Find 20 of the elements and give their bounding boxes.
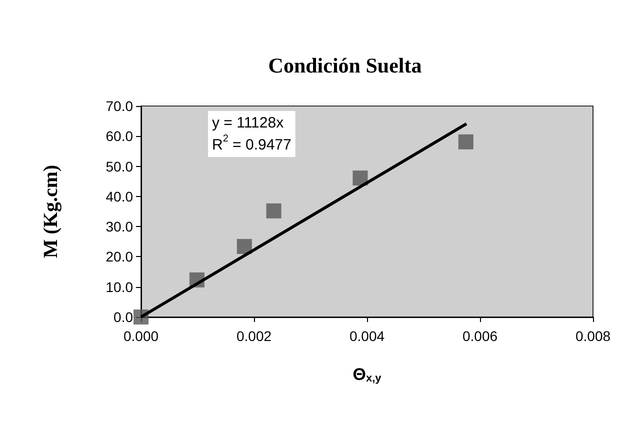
point <box>236 238 252 254</box>
y-tick-label: 70.0 <box>106 98 134 114</box>
y-tick-label: 30.0 <box>106 218 134 235</box>
x-tick-label: 0.000 <box>123 328 159 344</box>
y-tick-label: 0.0 <box>114 309 134 325</box>
point <box>352 170 368 186</box>
x-tick-label: 0.002 <box>236 328 272 344</box>
y-tick-label: 50.0 <box>106 158 134 174</box>
y-axis-title: M (Kg.cm) <box>40 164 62 258</box>
point <box>266 203 282 218</box>
annotation: y = 11128x <box>212 114 284 132</box>
x-tick-label: 0.006 <box>462 328 498 344</box>
y-tick-label: 10.0 <box>106 278 134 295</box>
point <box>458 134 474 150</box>
x-tick-label: 0.008 <box>575 328 611 344</box>
y-tick-label: 40.0 <box>106 188 134 204</box>
x-tick-label: 0.004 <box>349 328 385 344</box>
y-tick-label: 60.0 <box>106 128 134 144</box>
chart-title: Condición Suelta <box>268 54 422 78</box>
y-tick-label: 20.0 <box>106 248 134 265</box>
